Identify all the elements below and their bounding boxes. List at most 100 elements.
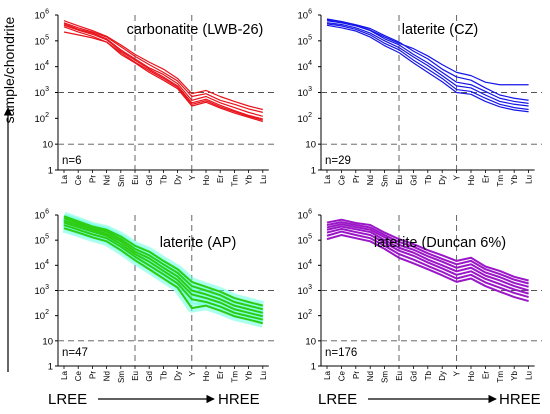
sample-count: n=29 — [325, 155, 351, 167]
y-tick-label: 103 — [298, 86, 313, 99]
sample-count: n=47 — [62, 347, 88, 359]
x-tick-label: Ho — [202, 174, 211, 185]
hree-label: HREE — [218, 391, 260, 408]
y-tick-label: 103 — [35, 86, 50, 99]
x-tick-label: Tm — [230, 371, 239, 383]
x-tick-label: Y — [188, 370, 197, 376]
series-line-1 — [326, 218, 529, 282]
y-tick-label: 10 — [305, 336, 316, 347]
x-tick-label: La — [60, 174, 69, 183]
series-line-2 — [63, 217, 264, 311]
series-line-6 — [63, 31, 263, 121]
y-tick-label: 105 — [298, 234, 313, 247]
series-line-1 — [63, 20, 263, 111]
panel-title: laterite (CZ) — [402, 22, 479, 38]
y-tick-label: 102 — [35, 112, 50, 125]
x-tick-label: Ho — [467, 370, 476, 381]
series-line-1 — [326, 18, 529, 101]
x-tick-label: Ce — [337, 370, 346, 381]
x-tick-label: Dy — [438, 371, 447, 381]
y-tick-label: 102 — [35, 309, 50, 322]
x-tick-label: La — [323, 370, 332, 379]
x-tick-label: Tm — [496, 371, 505, 383]
x-tick-label: Tb — [424, 174, 433, 184]
x-tick-label: Tm — [496, 175, 505, 187]
series-line-3 — [326, 223, 529, 288]
x-tick-label: Tb — [159, 174, 168, 184]
series-line-4 — [63, 24, 263, 120]
panel-title: laterite (AP) — [160, 235, 237, 251]
y-tick-label: 106 — [298, 209, 313, 222]
x-tick-label: Pr — [352, 175, 361, 183]
lree-label: LREE — [48, 391, 87, 408]
y-tick-label: 10 — [305, 140, 316, 151]
x-tick-label: Tb — [424, 370, 433, 380]
y-tick-label: 104 — [298, 60, 313, 73]
y-tick-label: 106 — [35, 9, 50, 22]
x-tick-label: Lu — [525, 371, 534, 380]
x-tick-label: Gd — [145, 175, 154, 186]
x-tick-label: Dy — [438, 175, 447, 185]
x-tick-label: Ce — [337, 174, 346, 185]
x-tick-label: Ce — [74, 174, 83, 185]
series-line-6 — [326, 230, 529, 298]
x-tick-label: Ho — [202, 370, 211, 381]
y-tick-label: 1 — [311, 166, 316, 177]
x-tick-label: Gd — [145, 371, 154, 382]
y-tick-label: 103 — [35, 284, 50, 297]
series-line-4 — [326, 225, 529, 292]
x-tick-label: Yb — [245, 174, 254, 184]
series-line-7 — [326, 234, 529, 303]
y-tick-label: 106 — [35, 209, 50, 222]
series-line-3 — [63, 219, 264, 314]
panel-carbonatite: 1 10 102 103 104 105 106 La Ce Pr Nd Sm Eu Gd Tb Dy Y Ho E… — [35, 9, 275, 187]
series-line-5 — [326, 24, 529, 113]
x-tick-label: Gd — [409, 175, 418, 186]
x-tick-label: Pr — [352, 371, 361, 379]
x-tick-label: La — [323, 174, 332, 183]
x-tick-label: Yb — [245, 370, 254, 380]
x-tick-label: Dy — [174, 371, 183, 381]
x-tick-label: Yb — [510, 370, 519, 380]
x-tick-label: Nd — [366, 371, 375, 381]
x-tick-label: Pr — [88, 371, 97, 379]
x-tick-label: Pr — [88, 175, 97, 183]
lree-label-right: LREE — [318, 391, 357, 408]
x-tick-label: Lu — [525, 175, 534, 184]
y-tick-label: 105 — [298, 34, 313, 47]
x-tick-label: Er — [481, 371, 490, 379]
x-tick-label: La — [60, 370, 69, 379]
x-tick-label: Lu — [259, 175, 268, 184]
panel-laterite-ap: 1 10 102 103 104 105 106 La Ce Pr Nd Sm Eu Gd Tb Dy Y Ho E… — [35, 209, 275, 383]
x-tick-label: Tb — [159, 370, 168, 380]
x-tick-label: Sm — [381, 175, 390, 187]
series-line-5 — [326, 227, 529, 295]
hree-label-right: HREE — [499, 391, 541, 408]
y-tick-label: 10 — [42, 140, 53, 151]
x-tick-label: Eu — [131, 175, 140, 185]
series-line-4 — [326, 23, 529, 111]
y-tick-label: 105 — [35, 234, 50, 247]
panel-title: carbonatite (LWB-26) — [127, 22, 264, 38]
y-tick-label: 103 — [298, 284, 313, 297]
panel-laterite-duncan: 1 10 102 103 104 105 106 La Ce Pr Nd Sm Eu Gd Tb Dy Y Ho E… — [298, 209, 542, 383]
series-line-5 — [63, 224, 264, 321]
y-tick-label: 104 — [35, 60, 50, 73]
x-tick-label: Eu — [395, 371, 404, 381]
x-tick-label: Nd — [103, 371, 112, 381]
x-tick-label: Sm — [117, 175, 126, 187]
x-tick-label: Y — [453, 174, 462, 180]
x-tick-label: Nd — [366, 175, 375, 185]
y-tick-label: 104 — [35, 259, 50, 272]
y-tick-label: 104 — [298, 259, 313, 272]
series-line-2 — [63, 22, 263, 113]
x-tick-label: Nd — [103, 175, 112, 185]
sample-count: n=176 — [325, 347, 357, 359]
series-line-4 — [63, 221, 264, 318]
x-tick-label: Dy — [174, 175, 183, 185]
x-tick-label: Er — [216, 175, 225, 183]
sample-count: n=6 — [62, 155, 82, 167]
x-tick-label: Sm — [381, 371, 390, 383]
y-tick-label: 1 — [48, 362, 53, 373]
